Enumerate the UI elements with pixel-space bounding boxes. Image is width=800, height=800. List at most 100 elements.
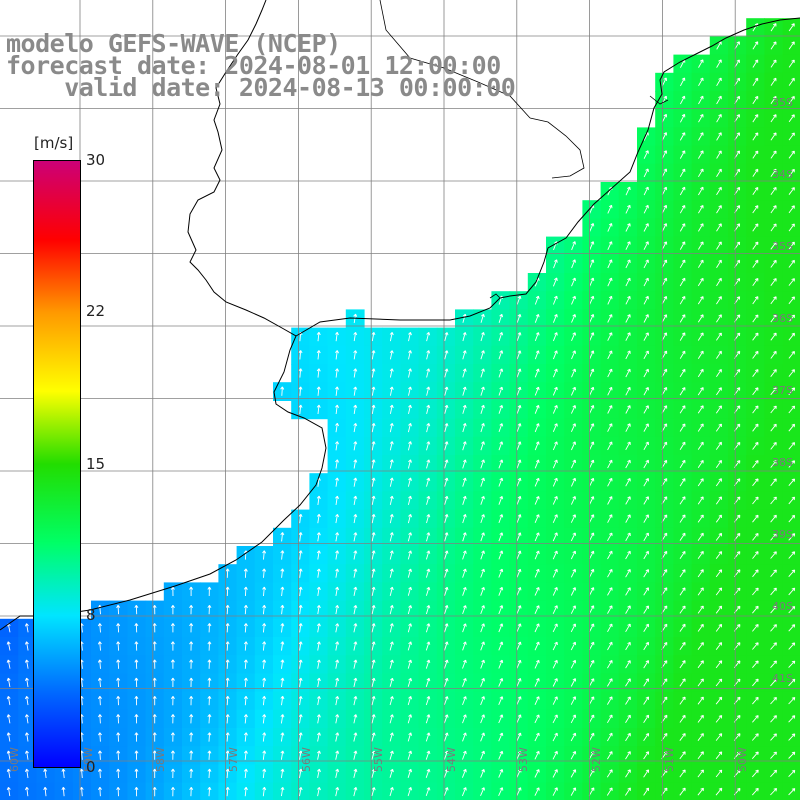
wind-arrow <box>480 623 485 633</box>
wind-arrow <box>498 477 504 487</box>
lat-label: 35S <box>772 96 793 109</box>
wind-arrow <box>679 678 686 687</box>
wind-arrow <box>152 677 157 688</box>
wind-arrow <box>516 641 522 651</box>
wind-arrow <box>571 277 576 287</box>
wind-arrow <box>679 769 686 778</box>
wind-arrow <box>116 750 121 760</box>
wind-arrow <box>407 641 413 651</box>
wind-arrow <box>534 641 540 651</box>
wind-arrow <box>715 678 723 687</box>
wind-arrow <box>462 332 467 342</box>
wind-arrow <box>679 405 686 414</box>
wind-arrow <box>607 623 613 633</box>
wind-arrow <box>589 568 595 578</box>
wind-arrow <box>607 605 613 614</box>
wind-arrow <box>462 423 467 433</box>
wind-arrow <box>170 604 175 615</box>
wind-arrow <box>389 787 394 797</box>
wind-arrow <box>189 586 194 596</box>
wind-arrow <box>426 404 431 415</box>
wind-arrow <box>770 605 777 614</box>
wind-arrow <box>407 787 413 797</box>
wind-arrow <box>24 714 29 724</box>
wind-arrow <box>716 332 722 341</box>
wind-arrow <box>534 459 540 469</box>
wind-arrow <box>444 586 449 596</box>
wind-arrow <box>752 132 759 141</box>
wind-arrow <box>516 605 522 614</box>
wind-arrow <box>316 495 321 506</box>
wind-arrow <box>262 568 267 578</box>
wind-arrow <box>425 586 431 596</box>
wind-arrow <box>498 550 504 560</box>
wind-arrow <box>679 441 686 450</box>
wind-arrow <box>715 496 722 505</box>
wind-arrow <box>625 332 631 341</box>
wind-arrow <box>407 696 413 706</box>
wind-arrow <box>6 714 11 724</box>
wind-arrow <box>607 441 613 451</box>
wind-arrow <box>607 477 613 487</box>
wind-arrow <box>788 332 795 341</box>
wind-arrow <box>679 641 686 651</box>
wind-arrow <box>371 368 376 378</box>
wind-arrow <box>371 586 376 596</box>
wind-arrow <box>498 586 504 596</box>
wind-arrow <box>752 41 759 50</box>
wind-arrow <box>679 296 686 305</box>
wind-arrow <box>371 477 376 487</box>
wind-arrow <box>570 605 577 614</box>
wind-arrow <box>280 714 285 724</box>
wind-speed-cell <box>782 782 800 800</box>
wind-arrow <box>770 168 777 177</box>
wind-arrow <box>316 732 321 742</box>
wind-arrow <box>534 568 540 578</box>
wind-arrow <box>443 696 449 706</box>
model-title: modelo GEFS-WAVE (NCEP) <box>6 29 341 58</box>
wind-arrow <box>552 678 558 687</box>
wind-arrow <box>116 695 121 706</box>
wind-arrow <box>407 605 413 615</box>
wind-arrow <box>625 660 631 669</box>
wind-arrow <box>697 769 704 778</box>
wind-arrow <box>371 641 376 651</box>
wind-arrow <box>225 604 230 615</box>
wind-arrow <box>552 368 558 378</box>
wind-arrow <box>480 605 485 615</box>
wind-arrow <box>189 677 194 688</box>
wind-arrow <box>498 787 504 796</box>
wind-arrow <box>788 423 796 432</box>
wind-arrow <box>552 496 558 505</box>
wind-arrow <box>715 405 722 414</box>
wind-arrow <box>788 751 796 759</box>
wind-arrow <box>770 660 777 668</box>
wind-arrow <box>697 660 704 669</box>
wind-arrow <box>715 769 723 778</box>
wind-arrow <box>335 441 340 451</box>
wind-arrow <box>679 496 686 505</box>
wind-arrow <box>335 641 340 651</box>
wind-arrow <box>207 623 212 633</box>
wind-arrow <box>24 786 29 797</box>
wind-arrow <box>134 623 139 633</box>
wind-arrow <box>625 678 631 687</box>
wind-arrow <box>534 386 540 396</box>
wind-arrow <box>534 714 540 724</box>
wind-arrow <box>389 623 394 633</box>
wind-arrow <box>643 532 649 542</box>
wind-arrow <box>170 623 175 633</box>
wind-arrow <box>480 477 485 487</box>
wind-arrow <box>462 477 467 487</box>
wind-arrow <box>679 332 686 341</box>
wind-arrow <box>316 677 321 687</box>
wind-arrow <box>552 587 558 596</box>
wind-arrow <box>770 23 777 32</box>
wind-arrow <box>534 605 540 614</box>
wind-arrow <box>770 241 777 250</box>
wind-arrow <box>752 514 759 523</box>
wind-arrow <box>6 695 11 706</box>
wind-arrow <box>316 331 321 342</box>
wind-arrow <box>588 696 595 705</box>
wind-arrow <box>152 786 157 797</box>
